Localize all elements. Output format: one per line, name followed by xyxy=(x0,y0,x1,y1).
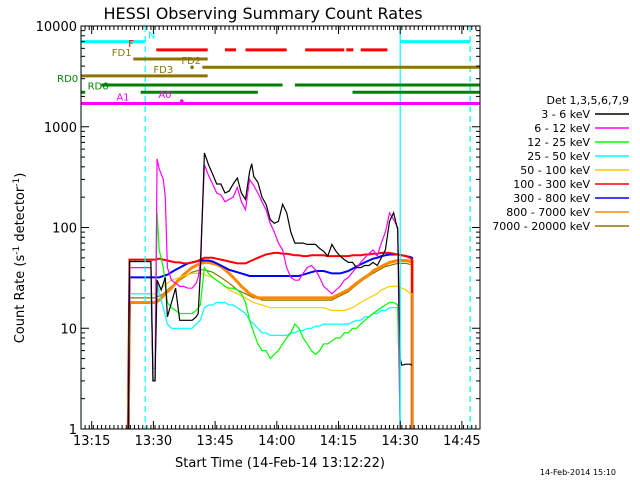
y-axis-label-part2: detector xyxy=(13,186,28,246)
flag-marker-0 xyxy=(190,65,194,70)
series-line-50-100-kev xyxy=(127,272,413,429)
flag-marker-1 xyxy=(179,99,184,103)
x-tick-label: 13:30 xyxy=(135,434,172,449)
x-tick-label: 13:45 xyxy=(196,434,233,449)
flag-label-a1: A1 xyxy=(116,93,129,104)
data-series-layer xyxy=(126,152,414,429)
y-tick-label: 10 xyxy=(60,322,77,337)
legend-label-50-100-kev: 50 - 100 keV xyxy=(520,164,590,177)
legend-label-300-800-kev: 300 - 800 keV xyxy=(513,192,590,205)
y-tick-label: 1000 xyxy=(44,121,77,136)
y-axis-label-part3: ) xyxy=(13,173,28,178)
legend-label-6-12-kev: 6 - 12 keV xyxy=(534,122,590,135)
chart-title: HESSI Observing Summary Count Rates xyxy=(103,4,422,23)
y-axis-label-exp2: -1 xyxy=(12,178,22,187)
footer-date: 14-Feb-2014 15:10 xyxy=(540,468,616,477)
y-tick-label: 100 xyxy=(52,222,77,237)
y-axis-label: Count Rate (s-1 detector-1) xyxy=(12,173,28,344)
flag-label-fd1: FD1 xyxy=(112,48,132,59)
y-tick-label: 1 xyxy=(69,423,77,438)
series-line-800-7000-kev xyxy=(126,259,414,429)
plot-frame xyxy=(80,25,481,430)
x-axis-label: Start Time (14-Feb-14 13:12:22) xyxy=(175,456,385,471)
series-line-3-6-kev xyxy=(127,152,413,429)
x-tick-label: 13:15 xyxy=(73,434,110,449)
legend-label-25-50-kev: 25 - 50 keV xyxy=(527,150,590,163)
flag-label-fd3: FD3 xyxy=(153,65,173,76)
flag-label-n: N xyxy=(148,31,155,42)
series-line-25-50-kev xyxy=(127,280,413,429)
flag-label-rd0: RD0 xyxy=(57,74,78,85)
y-axis-label-part: Count Rate (s xyxy=(13,255,28,344)
flag-label-rd6: RD6 xyxy=(88,81,109,92)
series-line-12-25-kev xyxy=(127,212,413,429)
legend-label-12-25-kev: 12 - 25 keV xyxy=(527,136,590,149)
legend-label-3-6-kev: 3 - 6 keV xyxy=(541,108,590,121)
series-line-6-12-kev xyxy=(127,158,413,429)
legend-label-7000-20000-kev: 7000 - 20000 keV xyxy=(492,220,590,233)
x-tick-label: 14:30 xyxy=(381,434,418,449)
series-line-100-300-kev xyxy=(127,251,414,429)
flag-bars-layer xyxy=(81,26,480,429)
flag-label-fd2: FD2 xyxy=(181,56,201,67)
flag-label-f: F xyxy=(128,39,134,50)
series-line-7000-20000-kev xyxy=(127,262,413,429)
y-tick-label: 10000 xyxy=(36,20,77,35)
flag-label-a0: A0 xyxy=(158,90,171,101)
x-tick-label: 14:45 xyxy=(443,434,480,449)
x-tick-label: 14:15 xyxy=(320,434,357,449)
x-tick-label: 14:00 xyxy=(258,434,295,449)
y-axis-label-exp1: -1 xyxy=(12,246,22,255)
legend-title: Det 1,3,5,6,7,9 xyxy=(546,94,629,107)
legend-label-100-300-kev: 100 - 300 keV xyxy=(513,178,590,191)
legend-label-800-7000-kev: 800 - 7000 keV xyxy=(506,206,590,219)
series-line-300-800-kev xyxy=(127,253,414,429)
